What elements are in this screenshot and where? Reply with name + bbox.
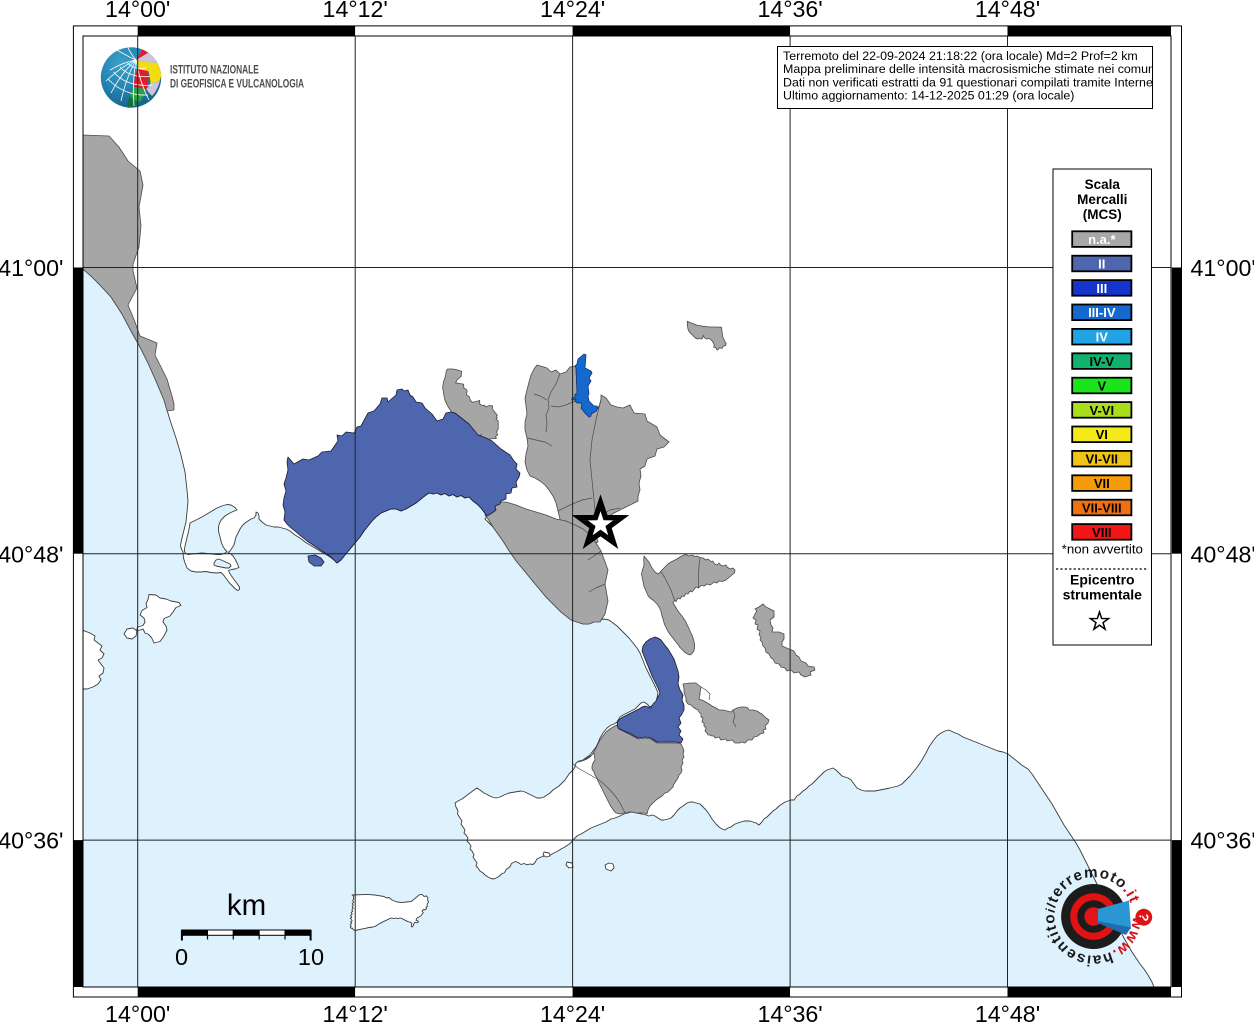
svg-text:III-IV: III-IV	[1088, 305, 1116, 320]
svg-text:ISTITUTO NAZIONALE: ISTITUTO NAZIONALE	[170, 64, 259, 77]
svg-text:?: ?	[1136, 912, 1152, 922]
svg-text:V-VI: V-VI	[1090, 403, 1115, 418]
svg-text:Mappa preliminare delle intens: Mappa preliminare delle intensità macros…	[783, 62, 1158, 76]
svg-text:14°48': 14°48'	[975, 1001, 1040, 1024]
svg-text:*non avvertito: *non avvertito	[1062, 542, 1143, 557]
svg-text:II: II	[1098, 256, 1105, 271]
svg-text:10: 10	[298, 944, 324, 970]
svg-text:VI: VI	[1096, 427, 1108, 442]
svg-text:14°12': 14°12'	[323, 0, 388, 22]
svg-text:III: III	[1096, 281, 1107, 296]
svg-text:14°24': 14°24'	[540, 0, 605, 22]
svg-text:Mercalli: Mercalli	[1077, 192, 1127, 207]
svg-text:41°00': 41°00'	[1191, 255, 1254, 281]
svg-text:IV-V: IV-V	[1090, 354, 1115, 369]
svg-text:n.a.*: n.a.*	[1088, 232, 1116, 247]
svg-text:IV: IV	[1096, 330, 1109, 345]
svg-text:km: km	[227, 889, 266, 922]
svg-text:Terremoto del 22-09-2024 21:18: Terremoto del 22-09-2024 21:18:22 (ora l…	[783, 49, 1138, 63]
svg-text:strumentale: strumentale	[1063, 587, 1143, 603]
svg-text:VII-VIII: VII-VIII	[1082, 500, 1122, 515]
svg-text:Ultimo aggiornamento: 14-12-20: Ultimo aggiornamento: 14-12-2025 01:29 (…	[783, 89, 1074, 103]
svg-text:Dati non verificati estratti d: Dati non verificati estratti da 91 quest…	[783, 75, 1160, 89]
svg-text:VIII: VIII	[1092, 525, 1112, 540]
svg-text:Epicentro: Epicentro	[1070, 572, 1135, 588]
svg-text:Scala: Scala	[1085, 177, 1121, 192]
svg-text:14°48': 14°48'	[975, 0, 1040, 22]
svg-text:DI GEOFISICA E VULCANOLOGIA: DI GEOFISICA E VULCANOLOGIA	[170, 78, 305, 91]
svg-text:14°36': 14°36'	[757, 1001, 822, 1024]
svg-text:41°00': 41°00'	[0, 255, 64, 281]
svg-text:14°00': 14°00'	[105, 0, 170, 22]
svg-text:14°36': 14°36'	[757, 0, 822, 22]
svg-text:14°12': 14°12'	[323, 1001, 388, 1024]
svg-text:40°36': 40°36'	[0, 828, 64, 854]
svg-text:V: V	[1097, 378, 1106, 393]
svg-text:14°00': 14°00'	[105, 1001, 170, 1024]
svg-text:(MCS): (MCS)	[1083, 207, 1122, 222]
svg-text:40°48': 40°48'	[0, 541, 64, 567]
svg-text:VI-VII: VI-VII	[1086, 452, 1119, 467]
svg-text:40°36': 40°36'	[1191, 828, 1254, 854]
svg-text:40°48': 40°48'	[1191, 541, 1254, 567]
svg-text:0: 0	[175, 944, 188, 970]
svg-text:14°24': 14°24'	[540, 1001, 605, 1024]
svg-text:VII: VII	[1094, 476, 1110, 491]
